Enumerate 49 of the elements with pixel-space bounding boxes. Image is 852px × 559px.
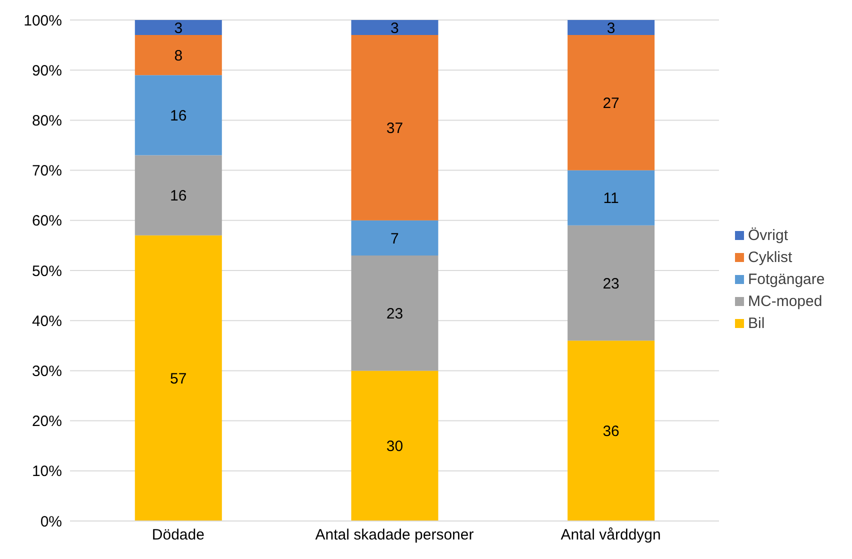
legend-label: Cyklist: [748, 249, 792, 266]
x-tick-label: Antal skadade personer: [315, 526, 474, 544]
y-tick-label: 40%: [32, 312, 62, 330]
y-tick-label: 0%: [40, 513, 62, 530]
legend-label: Bil: [748, 315, 765, 332]
bar: [134, 235, 222, 521]
y-tick-label: 80%: [32, 112, 62, 130]
legend-label: Fotgängare: [748, 271, 825, 288]
data-label: 23: [602, 275, 620, 292]
legend-label: MC-moped: [748, 293, 822, 310]
data-label: 3: [606, 20, 616, 37]
bar: [351, 35, 438, 220]
legend-label: Övrigt: [748, 227, 788, 244]
bar: [568, 340, 655, 521]
bar: [134, 20, 222, 36]
bar: [568, 170, 655, 226]
bar: [134, 155, 222, 236]
x-tick-label: Antal vårddygn: [560, 526, 661, 544]
data-label: 16: [170, 108, 187, 125]
data-label: 36: [602, 423, 620, 440]
data-label: 23: [386, 305, 404, 322]
bar: [351, 220, 438, 256]
bar: [351, 255, 438, 371]
bar: [351, 370, 438, 521]
data-label: 11: [603, 190, 619, 208]
data-label: 57: [170, 370, 187, 388]
y-tick-label: 20%: [32, 413, 62, 430]
y-tick-label: 70%: [32, 162, 62, 180]
data-label: 16: [170, 188, 187, 205]
bar: [568, 20, 655, 36]
data-label: 3: [174, 20, 183, 37]
y-tick-label: 100%: [24, 12, 62, 30]
y-tick-label: 60%: [32, 212, 62, 230]
y-tick-label: 90%: [32, 62, 62, 80]
data-label: 27: [602, 94, 620, 112]
y-tick-label: 50%: [32, 262, 62, 280]
bar: [134, 35, 222, 76]
y-tick-label: 10%: [32, 463, 62, 480]
data-label: 7: [390, 230, 399, 248]
bar: [568, 35, 655, 170]
bar: [134, 75, 222, 156]
data-label: 8: [174, 47, 183, 64]
x-tick-label: Dödade: [152, 526, 204, 544]
data-label: 3: [390, 20, 399, 37]
bar: [568, 225, 655, 341]
data-label: 30: [386, 438, 404, 456]
data-label: 37: [386, 120, 404, 138]
bar: [351, 20, 438, 36]
y-tick-label: 30%: [32, 363, 62, 380]
